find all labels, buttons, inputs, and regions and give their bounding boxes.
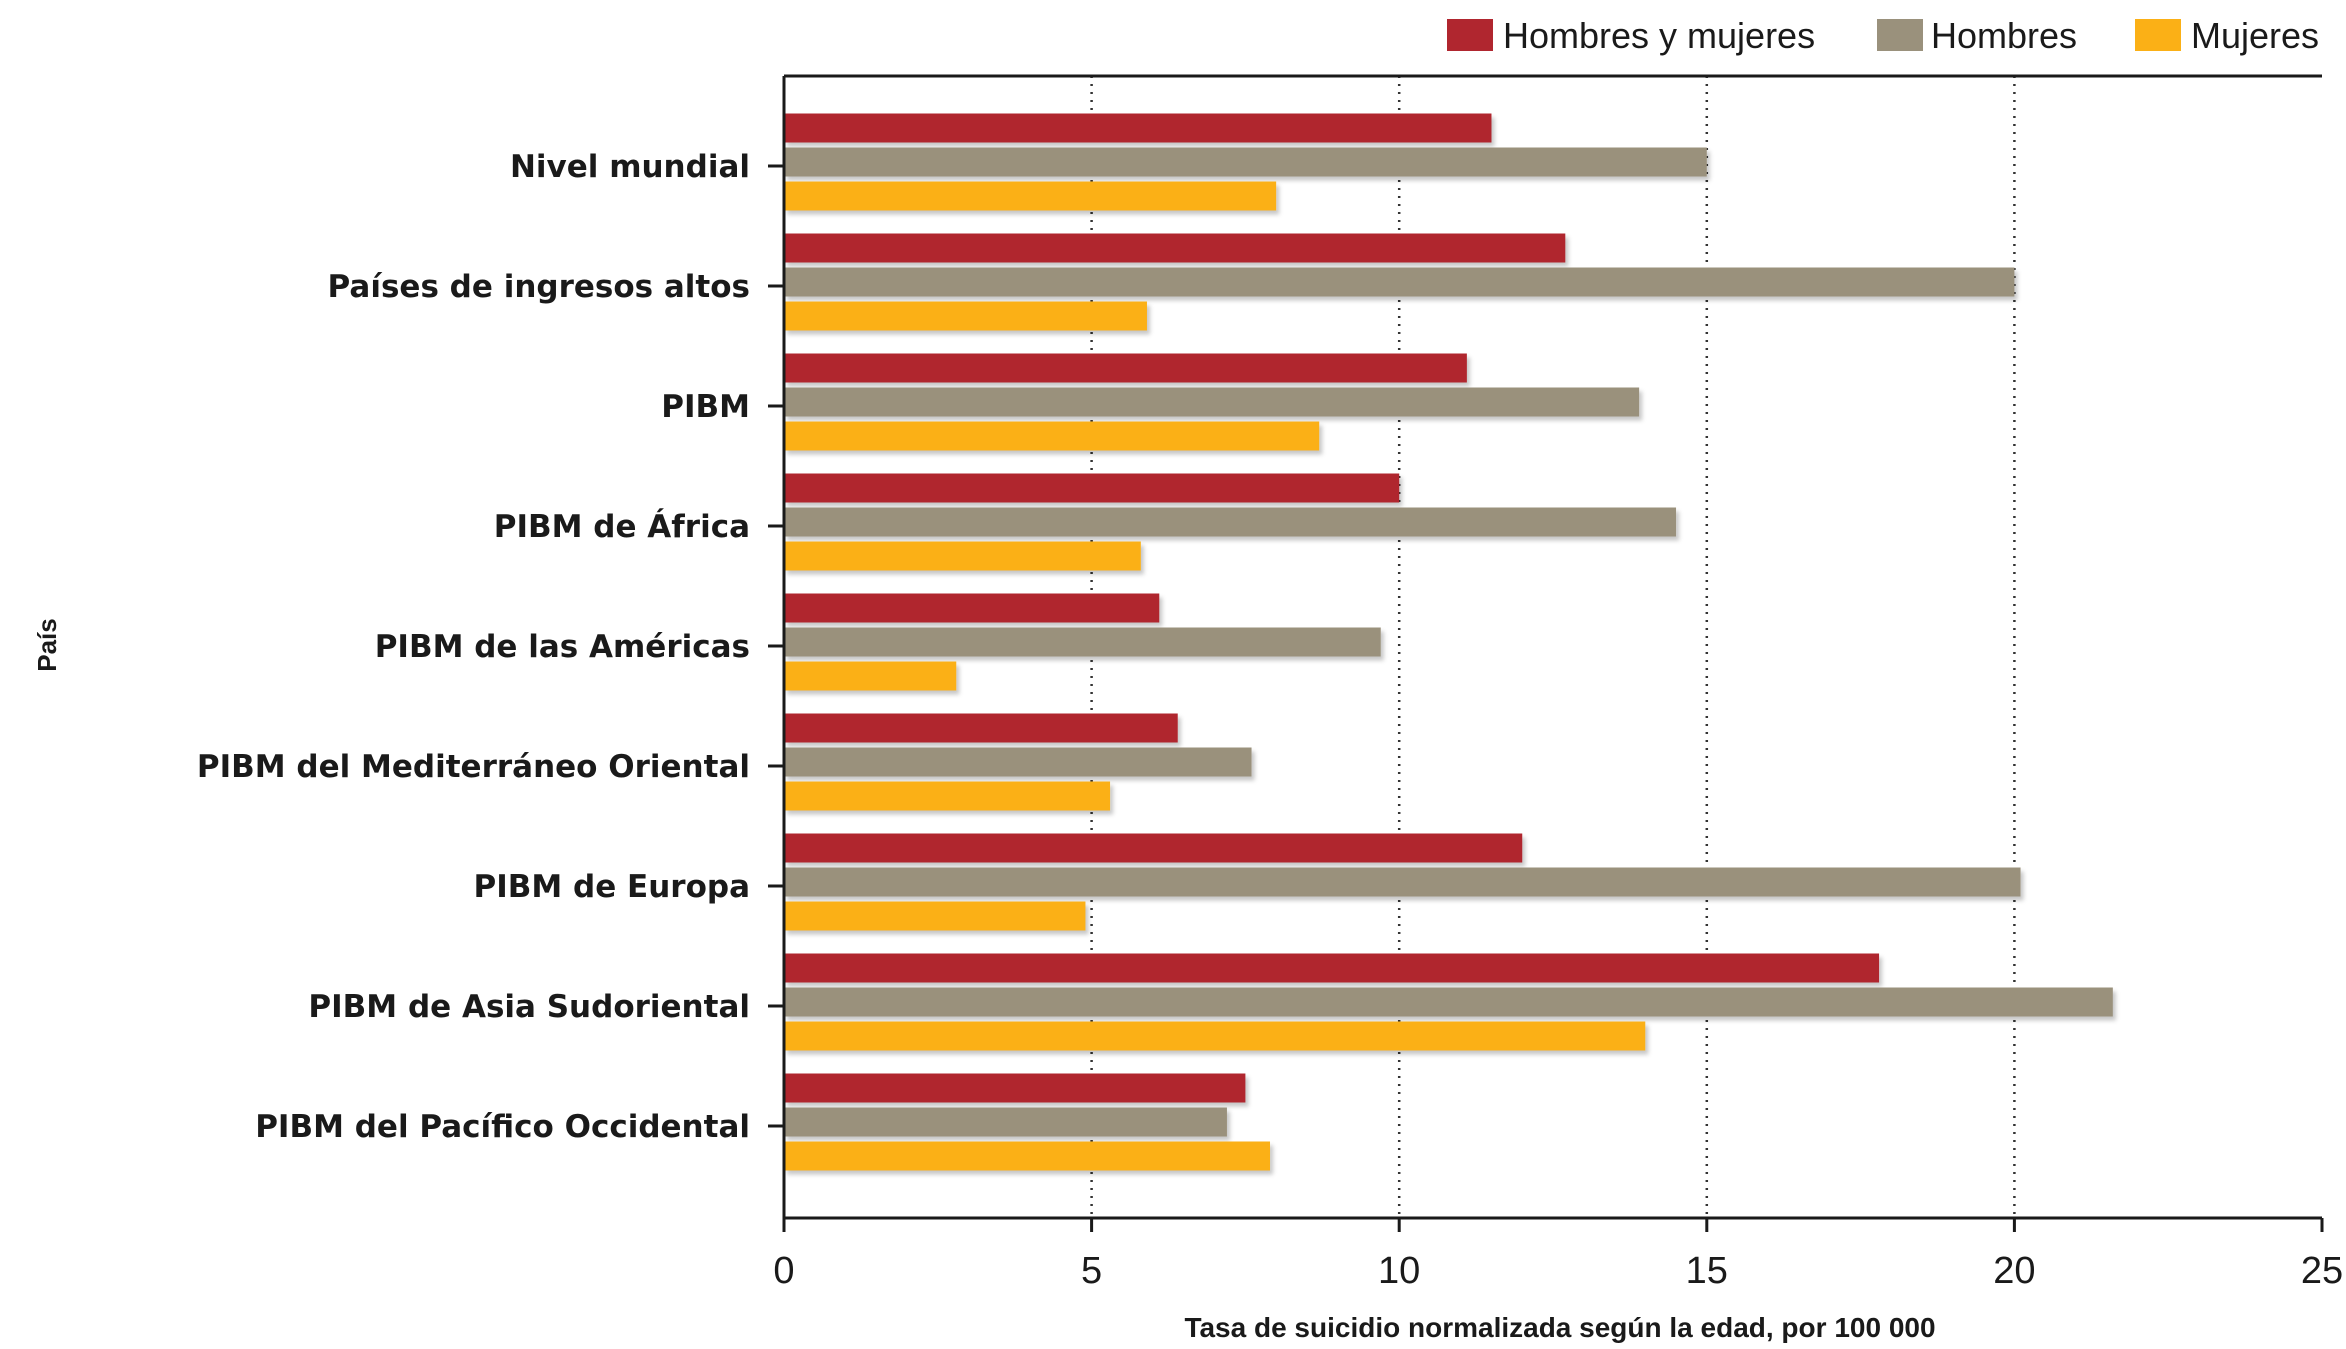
x-tick-label: 25 [2301,1250,2343,1292]
bar [784,421,1320,451]
x-tick-label: 5 [1081,1250,1102,1292]
legend-swatch-hombres-y-mujeres [1447,19,1493,51]
x-tick-label: 15 [1686,1250,1728,1292]
legend-swatch-hombres [1877,19,1923,51]
bar [784,987,2113,1017]
bar [784,867,2021,897]
bars [784,113,2113,1171]
bar [784,627,1381,657]
bar [784,387,1640,417]
bar [784,1073,1246,1103]
category-labels: Nivel mundial Países de ingresos altos PIB… [197,149,750,1145]
legend-label-hombres: Hombres [1931,15,2077,56]
bar [784,833,1523,863]
bar [784,747,1252,777]
bar [784,233,1566,263]
category-label: PIBM de Asia Sudoriental [308,989,750,1025]
bar [784,541,1141,571]
bar [784,713,1178,743]
bar [784,353,1467,383]
legend: Hombres y mujeres Hombres Mujeres [1447,15,2319,56]
bar [784,1107,1227,1137]
bar [784,661,957,691]
bar [784,113,1492,143]
legend-label-hombres-y-mujeres: Hombres y mujeres [1503,15,1815,56]
bar [784,507,1677,537]
axes [768,74,2324,1232]
legend-swatch-mujeres [2135,19,2181,51]
category-label: Nivel mundial [510,149,750,185]
x-tick-labels: 0 5 10 15 20 25 [773,1250,2343,1292]
x-tick-label: 20 [1993,1250,2035,1292]
x-axis-title: Tasa de suicidio normalizada según la ed… [1184,1312,1935,1343]
x-tick-label: 0 [773,1250,794,1292]
x-tick-label: 10 [1378,1250,1420,1292]
bar [784,901,1086,931]
bar [784,781,1111,811]
category-label: PIBM de las Américas [375,629,750,665]
category-label: PIBM [661,389,750,425]
bar [784,593,1160,623]
y-axis-title: País [32,618,62,672]
category-label: PIBM del Mediterráneo Oriental [197,749,750,785]
bar [784,147,1707,177]
bar [784,473,1400,503]
category-label: PIBM del Pacífico Occidental [255,1109,750,1145]
bar [784,267,2015,297]
category-label: PIBM de Europa [474,869,750,905]
bar [784,301,1147,331]
bar [784,953,1880,983]
bar [784,1141,1271,1171]
bar [784,181,1277,211]
bar [784,1021,1646,1051]
legend-label-mujeres: Mujeres [2191,15,2319,56]
category-label: PIBM de África [494,509,750,545]
category-label: Países de ingresos altos [328,269,750,305]
